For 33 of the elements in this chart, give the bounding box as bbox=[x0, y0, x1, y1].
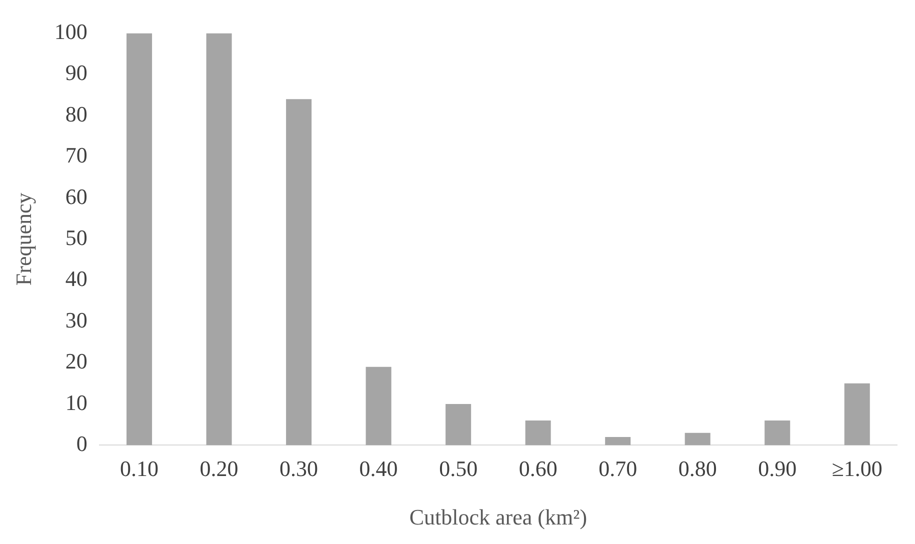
x-tick-label: 0.30 bbox=[280, 456, 318, 482]
x-tick-label: 0.80 bbox=[678, 456, 717, 482]
x-tick-label: 0.20 bbox=[200, 456, 238, 482]
y-tick-label: 100 bbox=[54, 18, 88, 44]
bar bbox=[206, 33, 232, 446]
y-tick-label: 90 bbox=[65, 60, 88, 86]
x-axis-title: Cutblock area (km²) bbox=[409, 504, 588, 530]
x-tick-label: 0.70 bbox=[598, 456, 638, 482]
y-tick-label: 20 bbox=[65, 348, 88, 374]
bar bbox=[525, 420, 551, 446]
x-tick-label: ≥1.00 bbox=[832, 456, 882, 482]
y-tick-label: 50 bbox=[65, 224, 88, 250]
y-tick-label: 60 bbox=[65, 184, 88, 209]
bar bbox=[366, 366, 392, 446]
bar bbox=[844, 383, 870, 446]
y-tick-label: 10 bbox=[65, 390, 88, 415]
y-tick-label: 40 bbox=[65, 266, 88, 292]
y-tick-label: 30 bbox=[65, 307, 88, 332]
bar bbox=[126, 33, 152, 446]
x-tick-label: 0.50 bbox=[439, 456, 478, 482]
bar bbox=[764, 420, 790, 446]
bar bbox=[605, 436, 631, 446]
x-tick-label: 0.10 bbox=[120, 456, 159, 482]
x-tick-label: 0.60 bbox=[518, 456, 558, 482]
bar bbox=[446, 404, 472, 446]
x-tick-label: 0.40 bbox=[359, 456, 398, 482]
y-tick-label: 0 bbox=[76, 430, 88, 456]
x-tick-label: 0.90 bbox=[758, 456, 797, 482]
y-tick-label: 80 bbox=[65, 101, 88, 126]
bar bbox=[684, 432, 710, 446]
y-tick-label: 70 bbox=[65, 142, 88, 168]
y-axis-title: Frequency bbox=[10, 192, 36, 286]
bar bbox=[286, 99, 312, 446]
